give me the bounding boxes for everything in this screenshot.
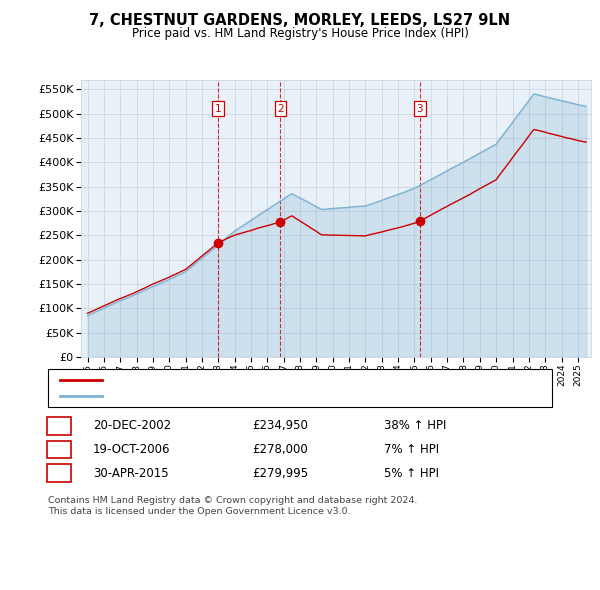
Text: HPI: Average price, detached house, Leeds: HPI: Average price, detached house, Leed…: [111, 391, 334, 401]
Text: 7, CHESTNUT GARDENS, MORLEY, LEEDS, LS27 9LN (detached house): 7, CHESTNUT GARDENS, MORLEY, LEEDS, LS27…: [111, 375, 475, 385]
Text: 19-OCT-2006: 19-OCT-2006: [93, 443, 170, 456]
Text: 3: 3: [56, 467, 63, 480]
Text: £279,995: £279,995: [252, 467, 308, 480]
Text: 7% ↑ HPI: 7% ↑ HPI: [384, 443, 439, 456]
Text: Price paid vs. HM Land Registry's House Price Index (HPI): Price paid vs. HM Land Registry's House …: [131, 27, 469, 40]
Text: 2: 2: [56, 443, 63, 456]
Text: 3: 3: [416, 104, 423, 114]
Text: 1: 1: [215, 104, 221, 114]
Text: 30-APR-2015: 30-APR-2015: [93, 467, 169, 480]
Text: 2: 2: [277, 104, 284, 114]
Text: Contains HM Land Registry data © Crown copyright and database right 2024.
This d: Contains HM Land Registry data © Crown c…: [48, 496, 418, 516]
Text: £234,950: £234,950: [252, 419, 308, 432]
Text: 20-DEC-2002: 20-DEC-2002: [93, 419, 171, 432]
Text: 7, CHESTNUT GARDENS, MORLEY, LEEDS, LS27 9LN: 7, CHESTNUT GARDENS, MORLEY, LEEDS, LS27…: [89, 13, 511, 28]
Text: 38% ↑ HPI: 38% ↑ HPI: [384, 419, 446, 432]
Text: 5% ↑ HPI: 5% ↑ HPI: [384, 467, 439, 480]
Text: 1: 1: [56, 419, 63, 432]
Text: £278,000: £278,000: [252, 443, 308, 456]
